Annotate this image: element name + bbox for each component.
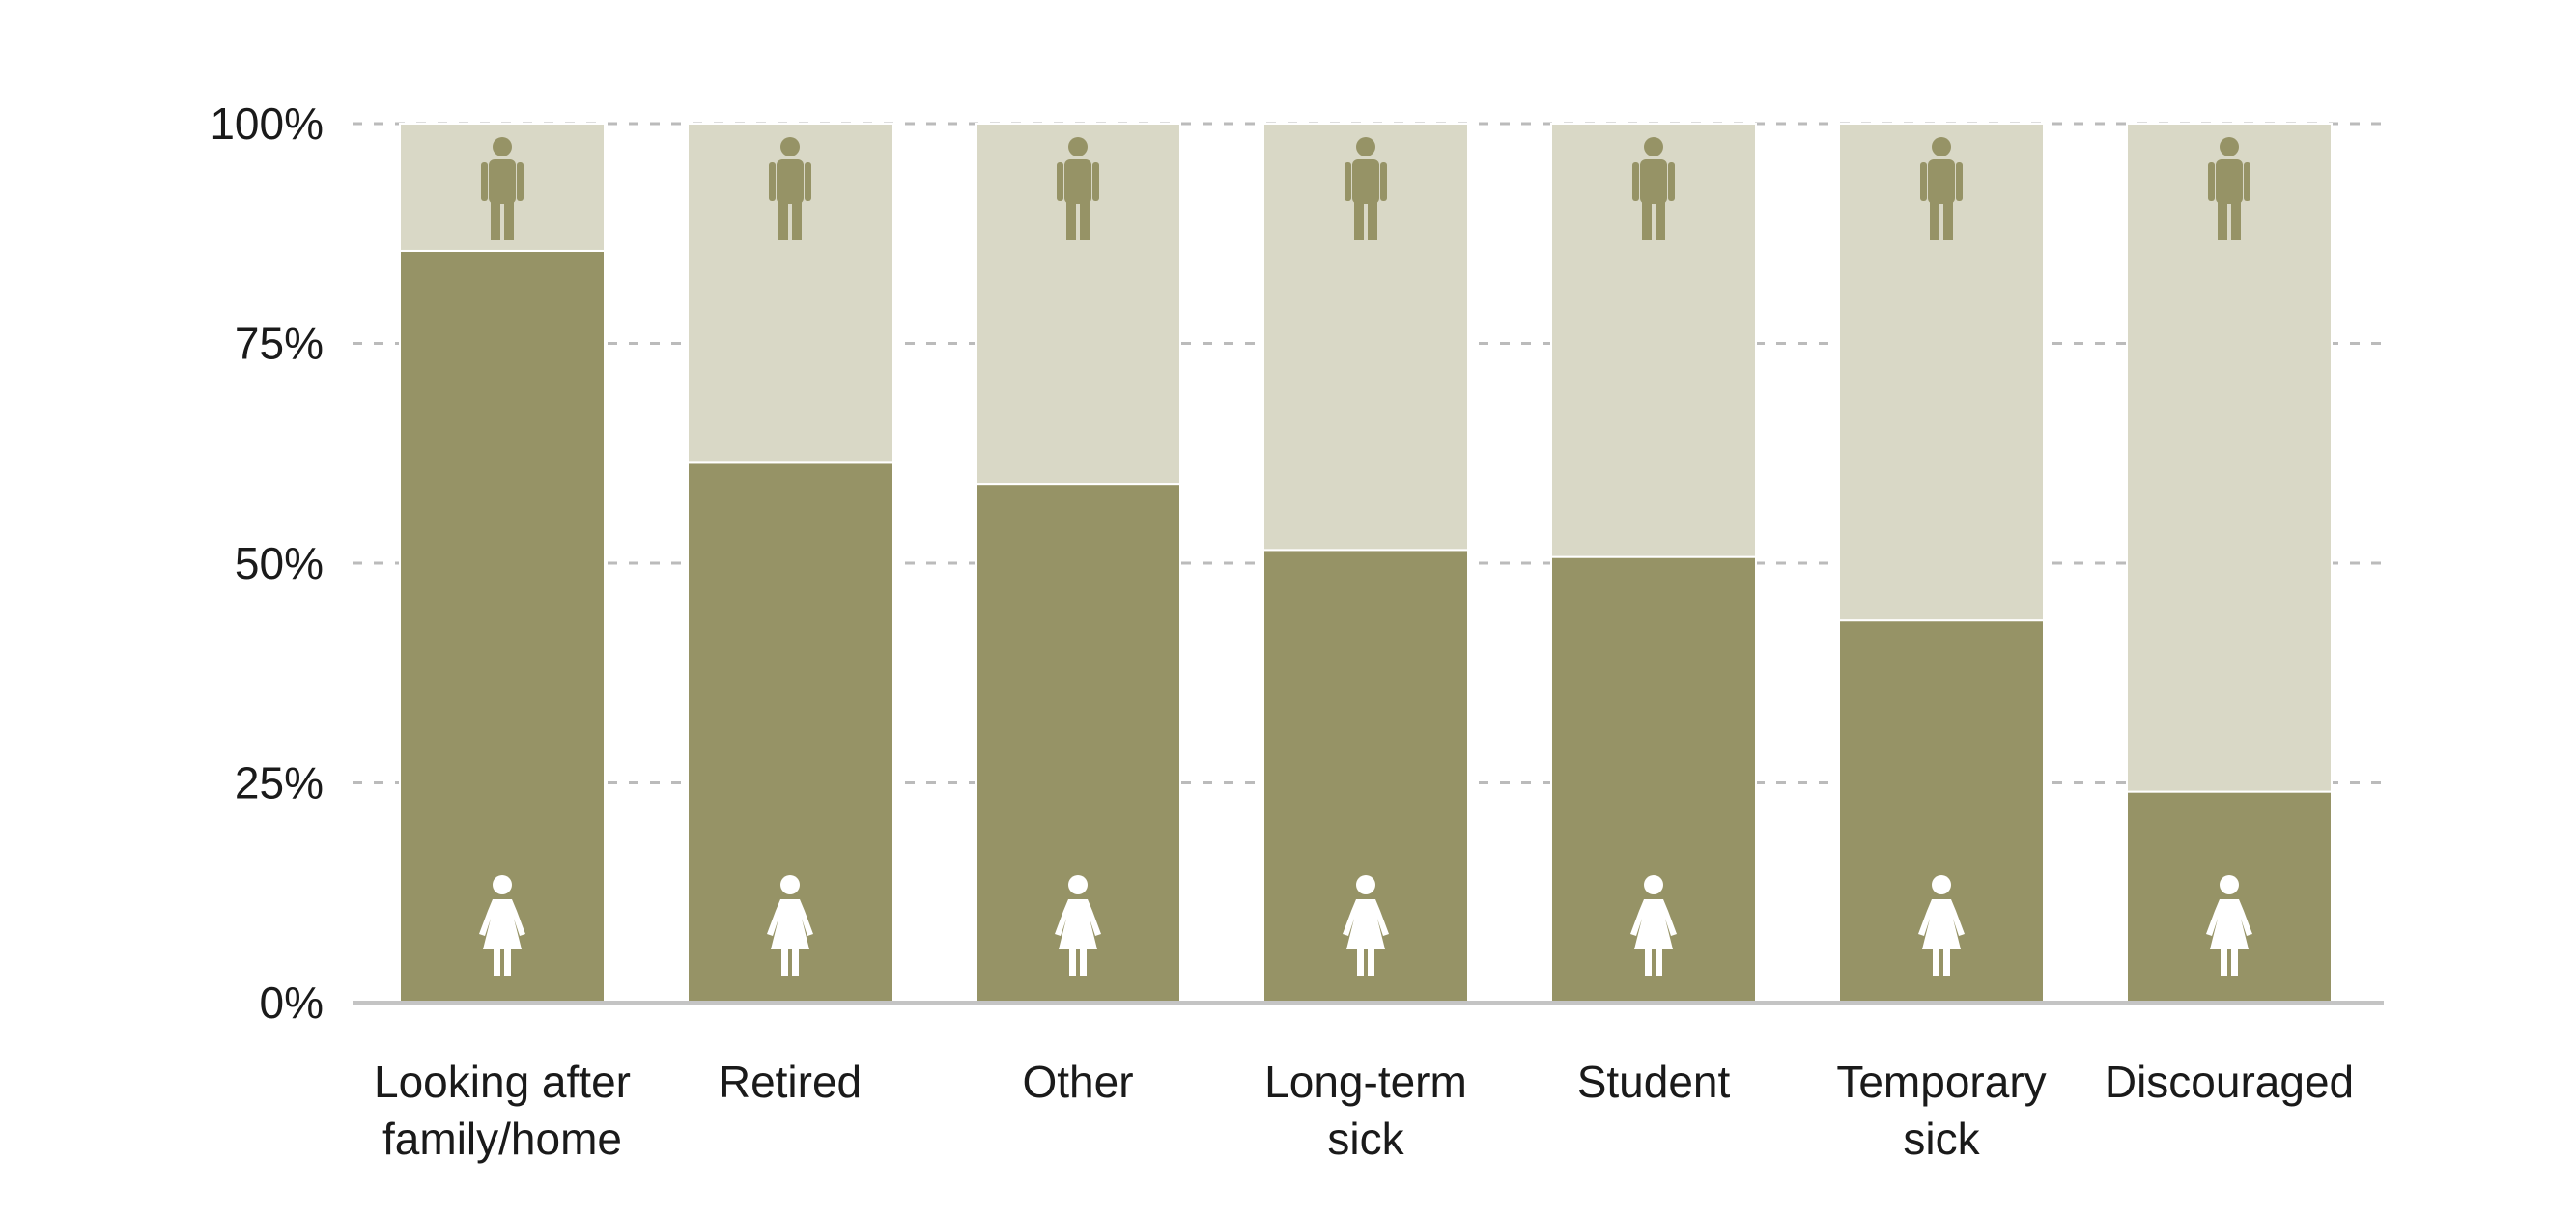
female-icon <box>479 875 525 976</box>
male-icon <box>481 137 524 240</box>
x-tick-label: family/home <box>382 1114 622 1164</box>
y-tick-label: 25% <box>235 758 324 808</box>
male-icon <box>1345 137 1387 240</box>
male-icon <box>1920 137 1963 240</box>
x-tick-label: sick <box>1327 1114 1404 1164</box>
female-icon <box>2206 875 2252 976</box>
female-icon <box>767 875 813 976</box>
x-tick-label: Looking after <box>374 1057 631 1107</box>
y-tick-label: 100% <box>210 99 324 149</box>
male-icon <box>1632 137 1675 240</box>
icons <box>479 137 2252 976</box>
x-axis-labels: Looking after family/home Retired Other Long… <box>374 1057 2354 1164</box>
male-icon <box>1057 137 1099 240</box>
y-axis-ticks: 0% 25% 50% 75% 100% <box>210 99 324 1028</box>
bar-male-6 <box>2126 123 2333 793</box>
x-tick-label: Other <box>1022 1057 1133 1107</box>
x-tick-label: Long-term <box>1264 1057 1467 1107</box>
y-tick-label: 50% <box>235 538 324 588</box>
y-tick-label: 0% <box>260 977 324 1028</box>
x-tick-label: Discouraged <box>2105 1057 2354 1107</box>
male-icon <box>769 137 811 240</box>
x-tick-label: sick <box>1903 1114 1980 1164</box>
female-icon <box>1343 875 1389 976</box>
y-tick-label: 75% <box>235 319 324 369</box>
x-tick-label: Temporary <box>1836 1057 2046 1107</box>
bars <box>399 123 2333 1005</box>
female-icon <box>1630 875 1677 976</box>
female-icon <box>1918 875 1965 976</box>
bar-male-5 <box>1838 123 2045 622</box>
male-icon <box>2208 137 2250 240</box>
x-tick-label: Retired <box>719 1057 862 1107</box>
x-tick-label: Student <box>1577 1057 1731 1107</box>
female-icon <box>1055 875 1101 976</box>
bar-female-6 <box>2126 790 2333 1004</box>
